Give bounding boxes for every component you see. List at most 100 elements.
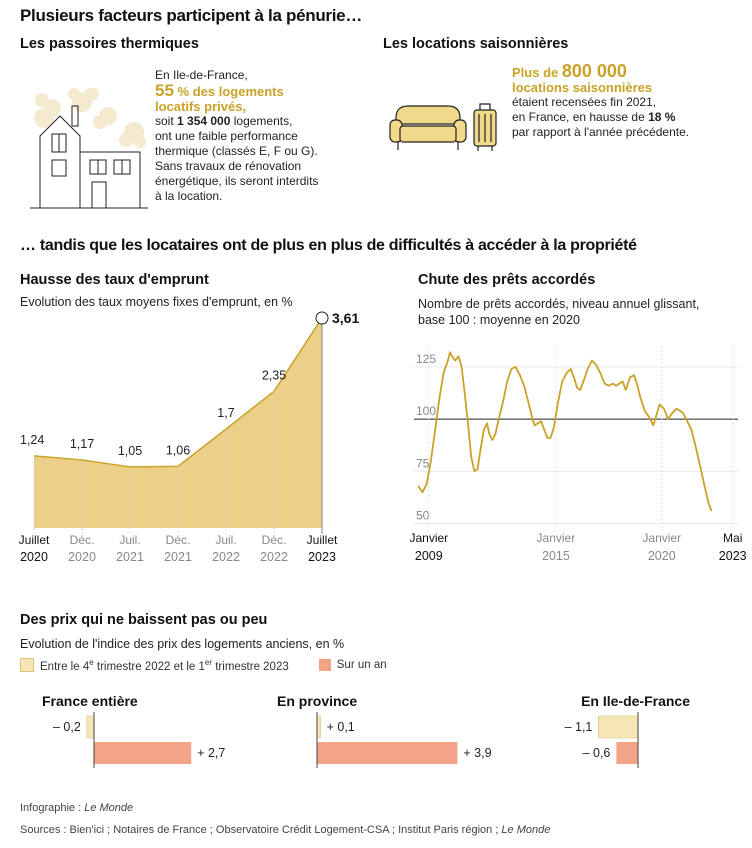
- rates-value-label: 1,7: [217, 406, 234, 420]
- prices-bar-quarter: [598, 715, 639, 739]
- section-subtitle: … tandis que les locataires ont de plus …: [20, 237, 637, 254]
- rates-tick-label: 2021: [164, 550, 192, 564]
- passoires-count: 1 354 000: [177, 114, 231, 128]
- prices-bar-year: [94, 742, 192, 764]
- rates-chart-subtitle: Evolution des taux moyens fixes d'emprun…: [20, 295, 293, 309]
- passoires-highlight-line2: locatifs privés,: [155, 99, 247, 114]
- locations-title: Les locations saisonnières: [383, 36, 569, 52]
- credit-a: Infographie :: [20, 802, 85, 814]
- prices-value-label: – 1,1: [565, 720, 593, 734]
- legend-quarter-sup2: er: [204, 658, 213, 667]
- locations-line4: en France, en hausse de 18 %: [512, 110, 742, 125]
- rates-tick-label: Déc.: [166, 533, 191, 547]
- rates-value-label: 2,35: [262, 368, 286, 382]
- loans-chart-title: Chute des prêts accordés: [418, 272, 596, 288]
- passoires-number: 55: [155, 81, 174, 100]
- legend-quarter-sup1: e: [89, 658, 94, 667]
- locations-text: Plus de 800 000 locations saisonnières é…: [512, 61, 742, 140]
- locations-highlight-a: Plus de: [512, 65, 562, 80]
- prices-group-name: En Ile-de-France: [581, 693, 690, 709]
- loans-series-line: [417, 351, 713, 512]
- locations-highlight-line2: locations saisonnières: [512, 80, 653, 95]
- rates-area: [34, 318, 322, 528]
- passoires-highlight: 55 % des logements: [155, 81, 355, 100]
- passoires-line3: soit 1 354 000 logements,: [155, 114, 355, 129]
- rates-value-label: 1,17: [70, 437, 94, 451]
- credit-b: Le Monde: [84, 802, 134, 814]
- prices-bar-quarter: [86, 715, 95, 739]
- sofa-suitcase-icon: [389, 103, 497, 151]
- legend-label-quarter: Entre le 4e trimestre 2022 et le 1er tri…: [40, 658, 289, 673]
- prices-group-name: En province: [277, 693, 357, 709]
- credit: Infographie : Le Monde: [20, 802, 133, 814]
- legend-label-year: Sur un an: [336, 659, 387, 672]
- passoires-line4: ont une faible performance: [155, 129, 298, 143]
- rates-tick-label: 2020: [20, 550, 48, 564]
- locations-line3: étaient recensées fin 2021,: [512, 95, 657, 109]
- loans-y-tick-label: 75: [416, 456, 430, 470]
- rates-tick-label: Juillet: [19, 533, 50, 547]
- locations-highlight: Plus de 800 000: [512, 61, 742, 81]
- passoires-highlight-text: % des logements: [173, 84, 284, 99]
- rates-value-label: 1,06: [166, 443, 190, 457]
- rates-tick-label: Juil.: [119, 533, 140, 547]
- sources-a: Sources : Bien'ici ; Notaires de France …: [20, 824, 502, 836]
- prices-value-label: + 2,7: [197, 746, 225, 760]
- rates-chart-title: Hausse des taux d'emprunt: [20, 272, 209, 288]
- loans-x-tick-label: 2009: [415, 549, 443, 563]
- rates-value-label: 1,05: [118, 444, 142, 458]
- prices-chart: France entière – 0,2 + 2,7 En province + 0,1…: [42, 693, 690, 768]
- rates-value-label: 3,61: [332, 310, 359, 326]
- prices-value-label: – 0,6: [583, 746, 611, 760]
- page-title: Plusieurs facteurs participent à la pénu…: [20, 6, 363, 25]
- prices-value-label: + 0,1: [327, 720, 355, 734]
- prices-bar-year: [317, 742, 458, 764]
- loans-y-tick-label: 50: [416, 509, 430, 523]
- rates-tick-label: 2021: [116, 550, 144, 564]
- prices-value-label: + 3,9: [463, 746, 491, 760]
- loans-chart-subtitle-1: Nombre de prêts accordés, niveau annuel …: [418, 297, 700, 311]
- prices-chart-title: Des prix qui ne baissent pas ou peu: [20, 612, 268, 628]
- passoires-line3a: soit: [155, 114, 178, 128]
- loans-x-tick-label: 2020: [648, 549, 676, 563]
- prices-group-name: France entière: [42, 693, 138, 709]
- legend-swatch-quarter: [20, 658, 34, 673]
- rates-tick-label: 2020: [68, 550, 96, 564]
- prices-bar-year: [616, 742, 638, 764]
- loans-x-tick-label: 2023: [719, 549, 747, 563]
- loans-chart-subtitle-2: base 100 : moyenne en 2020: [418, 313, 580, 327]
- loans-y-tick-label: 100: [416, 404, 436, 418]
- rates-last-point: [315, 311, 329, 325]
- prices-bar-quarter: [316, 715, 321, 739]
- locations-number: 800 000: [561, 61, 627, 81]
- rates-tick-label: 2023: [308, 550, 336, 564]
- legend-swatch-year: [318, 659, 331, 672]
- rates-tick-label: Juil.: [215, 533, 236, 547]
- locations-pct: 18 %: [648, 110, 676, 124]
- passoires-line5: thermique (classés E, F ou G).: [155, 144, 318, 158]
- locations-line4a: en France, en hausse de: [512, 110, 649, 124]
- passoires-line1: En Ile-de-France,: [155, 68, 248, 82]
- rates-tick-label: Juillet: [307, 533, 338, 547]
- rates-chart: 1,24 Juillet 2020 1,17 Déc. 2020 1,05 Juil. 2021…: [19, 310, 360, 564]
- rates-tick-label: 2022: [260, 550, 288, 564]
- passoires-title: Les passoires thermiques: [20, 36, 199, 52]
- legend-quarter-a: Entre le 4: [40, 660, 90, 673]
- loans-x-tick-label: Mai: [723, 531, 742, 545]
- passoires-line7: énergétique, ils seront interdits: [155, 174, 319, 188]
- house-icon: [30, 88, 148, 209]
- legend-quarter-b: trimestre 2022 et le 1: [93, 660, 205, 673]
- rates-tick-label: Déc.: [262, 533, 287, 547]
- loans-x-tick-label: 2015: [542, 549, 570, 563]
- passoires-line8: à la location.: [155, 189, 223, 203]
- sources-b: Le Monde: [501, 824, 551, 836]
- loans-x-tick-label: Janvier: [642, 531, 681, 545]
- loans-x-tick-label: Janvier: [537, 531, 576, 545]
- locations-line5: par rapport à l'année précédente.: [512, 125, 690, 139]
- rates-tick-label: 2022: [212, 550, 240, 564]
- rates-tick-label: Déc.: [70, 533, 95, 547]
- loans-chart: 125 100 75 50 Janvier 2009 Janvier 2015 Janvier 2…: [409, 346, 747, 563]
- rates-value-label: 1,24: [20, 433, 44, 447]
- prices-value-label: – 0,2: [53, 720, 81, 734]
- sources: Sources : Bien'ici ; Notaires de France …: [20, 824, 550, 836]
